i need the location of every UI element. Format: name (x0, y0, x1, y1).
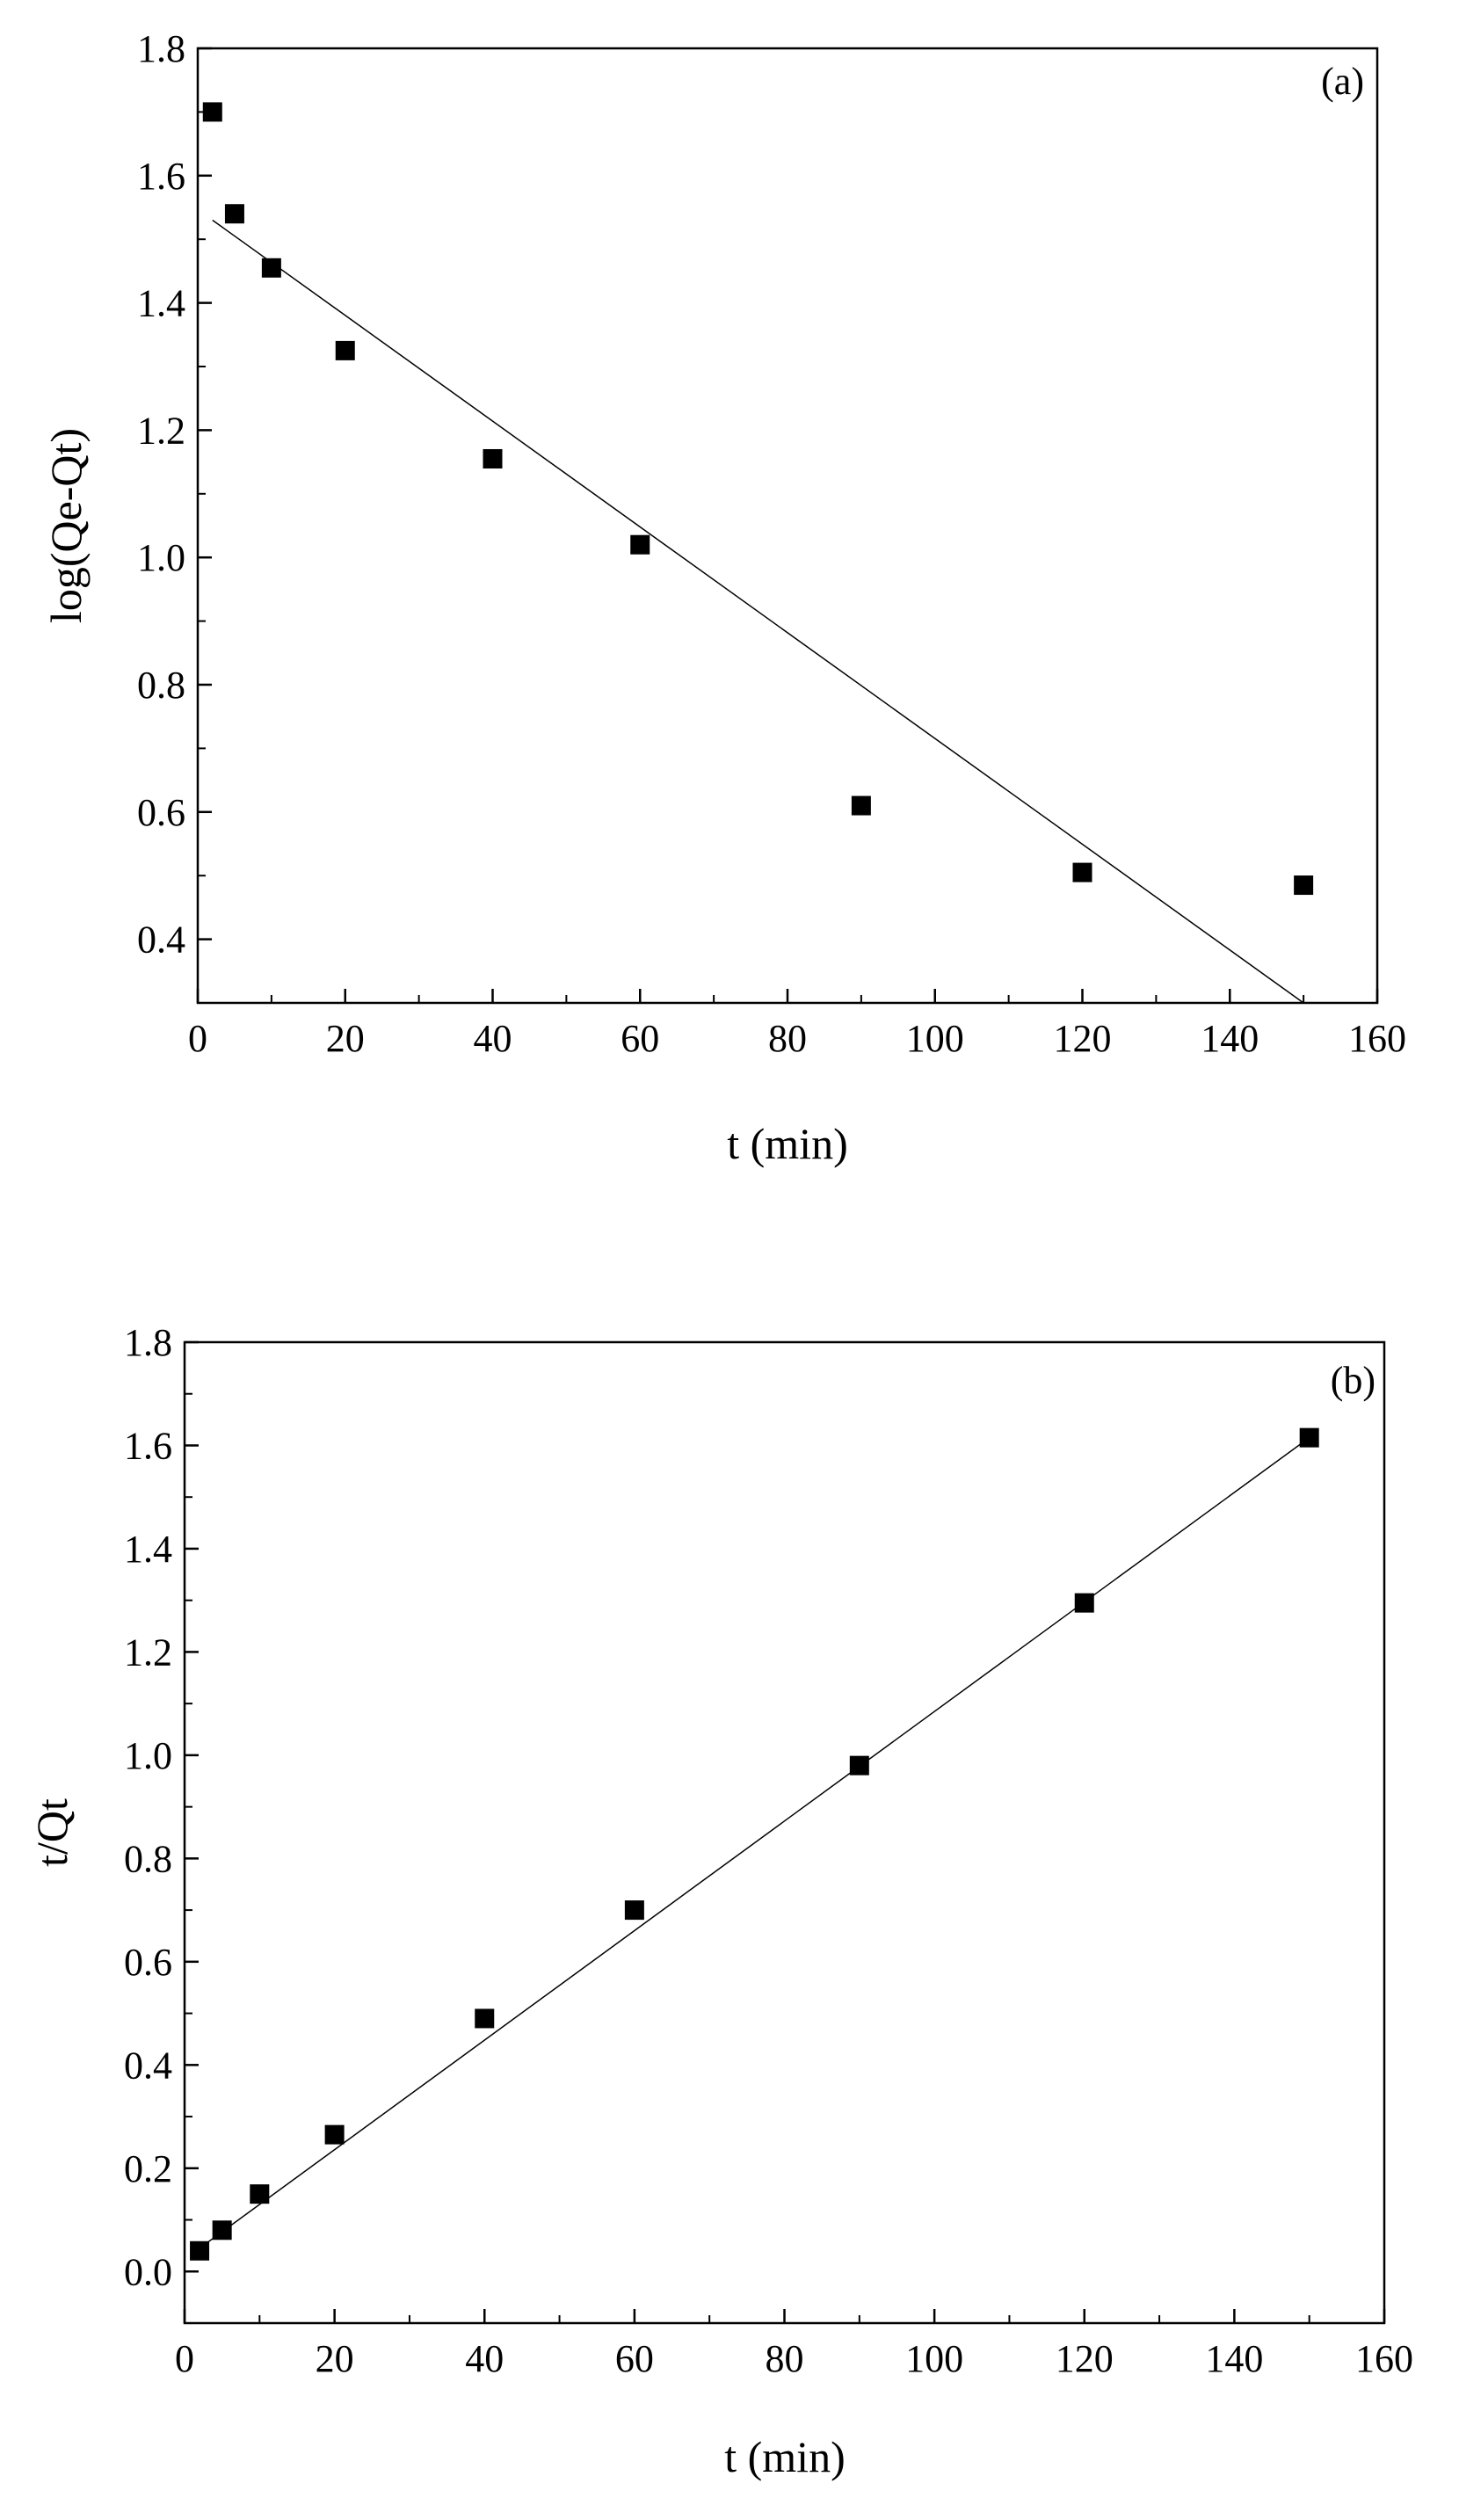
data-point (630, 534, 650, 555)
panel-b-y-axis-label: t/Qt (27, 1798, 76, 1867)
x-tick-label: 80 (766, 2337, 804, 2380)
x-tick-label: 120 (1054, 1017, 1112, 1060)
data-point (261, 258, 281, 278)
x-tick-label: 120 (1056, 2337, 1114, 2380)
panel-a-data-points (202, 102, 1314, 896)
x-tick-label: 20 (316, 2337, 354, 2380)
data-point (1294, 875, 1314, 896)
x-tick-label: 0 (188, 1017, 207, 1060)
data-point (335, 340, 355, 360)
data-point (212, 2220, 232, 2240)
data-point (849, 1755, 869, 1776)
y-tick-label: 0.8 (137, 664, 185, 707)
data-point (483, 448, 503, 468)
y-tick-label: 1.4 (124, 1528, 172, 1571)
data-point (851, 795, 871, 816)
panel-a-x-axis-label: t (min) (727, 1119, 847, 1168)
panel-a-fit-line (212, 219, 1304, 1004)
y-tick-label: 0.8 (124, 1837, 172, 1880)
data-point (250, 2184, 270, 2204)
panel-b-plot-frame (183, 1340, 1386, 2325)
data-point (1072, 862, 1092, 882)
y-tick-label: 1.2 (137, 409, 185, 452)
panel-b-label: (b) (1331, 1359, 1376, 1402)
y-tick-label: 1.8 (124, 1321, 172, 1364)
x-tick-label: 100 (906, 1017, 964, 1060)
panel-a-y-ticks: 0.4 0.6 0.8 1.0 1.2 1.4 1.6 1.8 (137, 27, 212, 1004)
x-tick-label: 0 (175, 2337, 194, 2380)
data-point (324, 2124, 345, 2145)
x-tick-label: 40 (465, 2337, 504, 2380)
y-tick-label: 1.8 (137, 27, 185, 70)
panel-b-y-ticks: 0.0 0.2 0.4 0.6 0.8 1.0 1.2 1.4 1.6 1.8 (124, 1321, 199, 2293)
panel-a-x-ticks: 0 20 40 60 80 100 120 140 160 (188, 989, 1406, 1060)
panel-b-data-points (190, 1427, 1319, 2261)
y-tick-label: 0.6 (124, 1941, 172, 1984)
data-point (190, 2240, 210, 2261)
y-tick-label: 0.6 (137, 791, 185, 834)
data-point (624, 1900, 644, 1921)
x-tick-label: 160 (1355, 2337, 1413, 2380)
panel-b-fit-line (199, 1437, 1310, 2249)
data-point (202, 102, 222, 122)
panel-a-label: (a) (1321, 60, 1364, 103)
x-tick-label: 140 (1201, 1017, 1259, 1060)
y-tick-label: 1.6 (124, 1424, 172, 1467)
y-tick-label: 0.0 (124, 2250, 172, 2293)
y-tick-label: 0.2 (124, 2147, 172, 2190)
data-point (475, 2008, 495, 2029)
x-tick-label: 60 (615, 2337, 654, 2380)
y-tick-label: 1.0 (137, 536, 185, 579)
y-tick-label: 1.0 (124, 1734, 172, 1777)
y-tick-label: 1.4 (137, 282, 185, 325)
x-tick-label: 40 (474, 1017, 512, 1060)
y-tick-label: 0.4 (137, 919, 185, 962)
panel-b: 0 20 40 60 80 100 120 140 160 0.0 0.2 0.4 0.6 0.8 1.0… (27, 1321, 1413, 2481)
data-point (1074, 1593, 1094, 1613)
data-point (1299, 1427, 1319, 1448)
data-point (224, 204, 244, 224)
x-tick-label: 100 (905, 2337, 963, 2380)
y-tick-label: 1.6 (137, 155, 185, 198)
panel-a-y-axis-label: log(Qe-Qt) (41, 428, 91, 623)
x-tick-label: 140 (1205, 2337, 1263, 2380)
x-tick-label: 60 (621, 1017, 659, 1060)
panel-b-x-ticks: 0 20 40 60 80 100 120 140 160 (175, 2309, 1413, 2380)
x-tick-label: 160 (1348, 1017, 1406, 1060)
panel-a: 0 20 40 60 80 100 120 140 160 0.4 0.6 0.8 1.0 1.2 1.4… (41, 27, 1406, 1168)
panel-b-x-axis-label: t (min) (724, 2432, 845, 2481)
x-tick-label: 20 (326, 1017, 365, 1060)
y-tick-label: 1.2 (124, 1630, 172, 1674)
x-tick-label: 80 (768, 1017, 807, 1060)
panel-a-plot-frame (196, 47, 1379, 1005)
y-tick-label: 0.4 (124, 2044, 172, 2087)
